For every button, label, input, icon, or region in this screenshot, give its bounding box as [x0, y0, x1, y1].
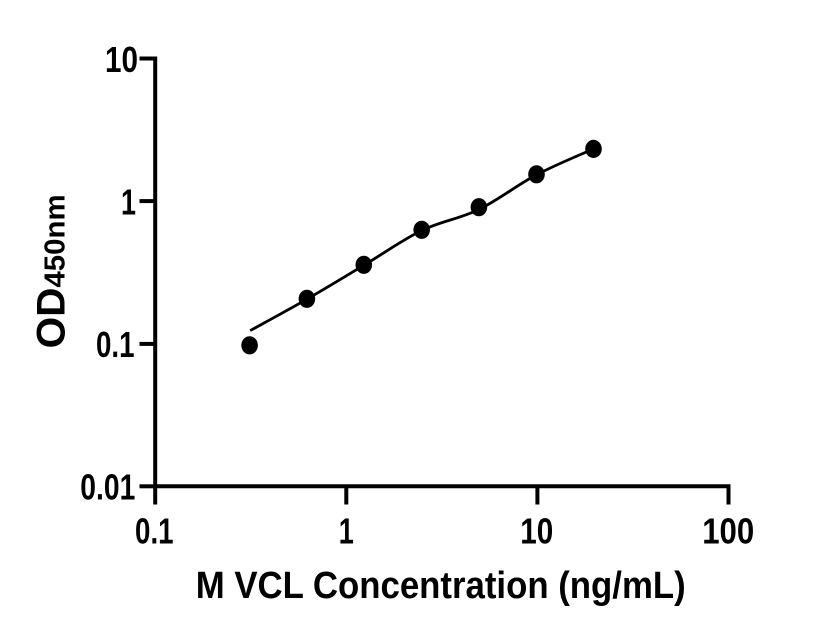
svg-text:0.1: 0.1	[135, 510, 174, 551]
svg-text:OD450nm: OD450nm	[30, 194, 74, 348]
svg-text:100: 100	[702, 510, 754, 551]
svg-text:1: 1	[121, 181, 136, 222]
svg-text:0.1: 0.1	[96, 324, 135, 365]
svg-text:10: 10	[105, 39, 138, 80]
svg-text:M VCL Concentration (ng/mL): M VCL Concentration (ng/mL)	[196, 565, 686, 607]
svg-text:0.01: 0.01	[80, 467, 135, 508]
svg-text:10: 10	[520, 510, 553, 551]
svg-text:1: 1	[339, 510, 354, 551]
